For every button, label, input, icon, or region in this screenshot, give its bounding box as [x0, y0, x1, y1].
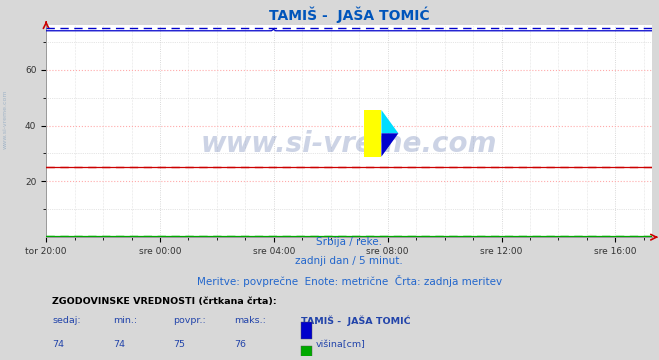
Text: ZGODOVINSKE VREDNOSTI (črtkana črta):: ZGODOVINSKE VREDNOSTI (črtkana črta):	[52, 297, 277, 306]
Title: TAMIŠ -  JAŠA TOMIĆ: TAMIŠ - JAŠA TOMIĆ	[269, 6, 430, 23]
Polygon shape	[382, 110, 399, 133]
Text: Meritve: povprečne  Enote: metrične  Črta: zadnja meritev: Meritve: povprečne Enote: metrične Črta:…	[196, 275, 502, 287]
Text: www.si-vreme.com: www.si-vreme.com	[3, 89, 8, 149]
Text: 74: 74	[52, 340, 64, 349]
Text: 76: 76	[234, 340, 246, 349]
Text: zadnji dan / 5 minut.: zadnji dan / 5 minut.	[295, 256, 403, 266]
Text: sedaj:: sedaj:	[52, 316, 81, 325]
Bar	[364, 110, 382, 157]
Bar	[301, 346, 312, 360]
Text: Srbija / reke.: Srbija / reke.	[316, 237, 382, 247]
Text: 75: 75	[173, 340, 185, 349]
Text: www.si-vreme.com: www.si-vreme.com	[201, 130, 498, 158]
Polygon shape	[382, 133, 399, 157]
Text: višina[cm]: višina[cm]	[316, 340, 366, 349]
Text: min.:: min.:	[113, 316, 137, 325]
Text: maks.:: maks.:	[234, 316, 266, 325]
Bar	[301, 322, 312, 338]
Text: 74: 74	[113, 340, 125, 349]
Text: povpr.:: povpr.:	[173, 316, 206, 325]
Text: TAMIŠ -  JAŠA TOMIĆ: TAMIŠ - JAŠA TOMIĆ	[301, 316, 411, 327]
